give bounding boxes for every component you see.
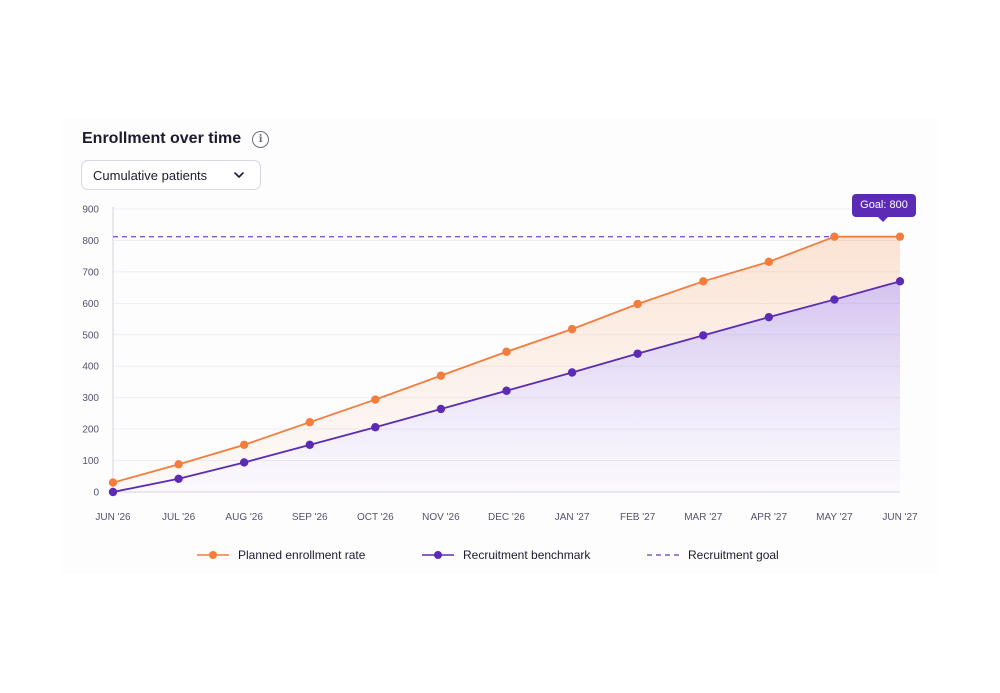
point-planned-5 (436, 371, 446, 380)
y-tick-0: 0 (93, 488, 99, 499)
legend-item-benchmark[interactable]: Recruitment benchmark (421, 548, 590, 562)
chart-legend: Planned enrollment rate Recruitment benc… (0, 548, 1000, 568)
y-tick-300: 300 (82, 393, 99, 404)
point-benchmark-3 (305, 440, 314, 450)
point-planned-4 (371, 395, 380, 404)
legend-swatch-planned (197, 551, 229, 559)
x-tick-9: MAR '27 (684, 512, 722, 523)
x-tick-7: JAN '27 (555, 512, 590, 523)
legend-item-planned[interactable]: Planned enrollment rate (196, 548, 365, 562)
info-icon[interactable]: i (252, 130, 270, 148)
area-planned-band (113, 236, 900, 492)
x-tick-3: SEP '26 (292, 512, 328, 523)
x-tick-4: OCT '26 (357, 512, 394, 523)
y-tick-800: 800 (82, 236, 99, 247)
point-planned-8 (633, 299, 642, 309)
point-planned-1 (174, 460, 183, 469)
legend-swatch-benchmark (422, 551, 454, 559)
point-planned-7 (567, 324, 577, 334)
x-tick-6: DEC '26 (488, 512, 525, 523)
point-benchmark-8 (633, 349, 642, 358)
x-tick-8: FEB '27 (620, 512, 656, 523)
y-tick-500: 500 (82, 330, 99, 341)
y-tick-700: 700 (82, 267, 99, 278)
point-planned-3 (305, 417, 314, 427)
y-tick-200: 200 (82, 425, 99, 436)
x-tick-1: JUL '26 (162, 512, 196, 523)
point-planned-12 (895, 232, 905, 241)
legend-item-goal[interactable]: Recruitment goal (646, 548, 779, 562)
point-planned-0 (108, 478, 118, 487)
point-benchmark-11 (830, 295, 839, 304)
point-benchmark-0 (108, 487, 118, 497)
y-tick-600: 600 (82, 299, 99, 310)
area-benchmark (113, 281, 900, 492)
point-benchmark-10 (764, 312, 774, 322)
point-planned-10 (764, 257, 774, 267)
y-tick-900: 900 (82, 205, 99, 216)
point-planned-9 (699, 277, 708, 286)
legend-swatch-goal (647, 554, 679, 556)
point-benchmark-12 (895, 277, 905, 286)
metric-dropdown[interactable]: Cumulative patients (81, 160, 261, 190)
point-planned-11 (830, 232, 839, 241)
y-tick-100: 100 (82, 456, 99, 467)
chart-title: Enrollment over time (82, 130, 242, 147)
x-tick-10: APR '27 (751, 512, 788, 523)
legend-label-goal: Recruitment goal (688, 548, 779, 562)
chevron-down-icon (234, 172, 244, 178)
x-tick-0: JUN '26 (95, 512, 131, 523)
point-benchmark-6 (502, 386, 511, 395)
legend-label-planned: Planned enrollment rate (238, 548, 366, 562)
y-tick-400: 400 (82, 362, 99, 373)
x-tick-5: NOV '26 (422, 512, 460, 523)
title-row: Enrollment over time i (82, 130, 270, 148)
x-tick-12: JUN '27 (882, 512, 918, 523)
legend-label-benchmark: Recruitment benchmark (463, 548, 591, 562)
x-tick-2: AUG '26 (225, 512, 263, 523)
point-planned-2 (239, 440, 249, 450)
point-benchmark-2 (239, 458, 249, 467)
point-benchmark-4 (371, 423, 380, 432)
point-benchmark-9 (699, 331, 708, 340)
point-benchmark-7 (567, 368, 577, 377)
goal-badge: Goal: 800 (852, 194, 916, 222)
dropdown-selected-value: Cumulative patients (93, 167, 208, 183)
x-tick-11: MAY '27 (816, 512, 853, 523)
point-planned-6 (502, 347, 511, 356)
point-benchmark-1 (174, 474, 183, 483)
point-benchmark-5 (436, 404, 446, 414)
